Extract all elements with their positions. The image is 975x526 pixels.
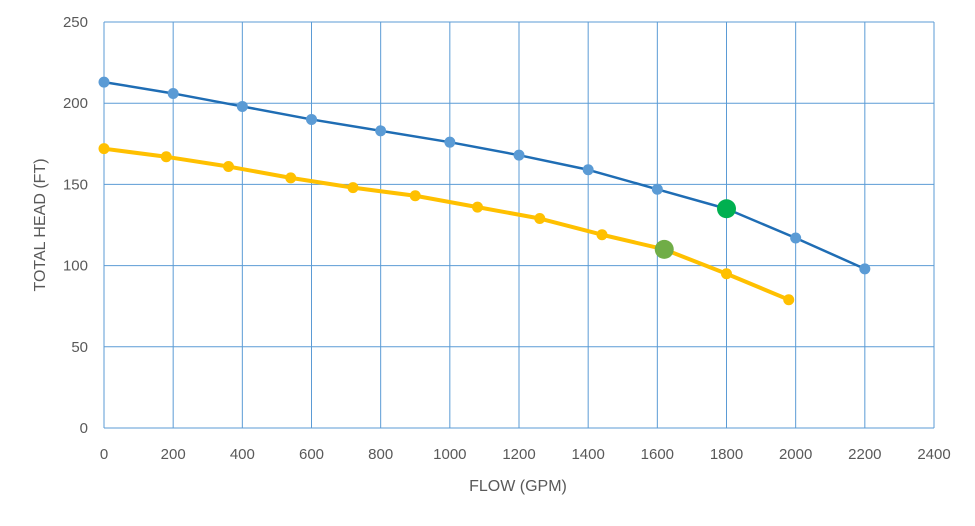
y-tick-label: 50 (71, 339, 88, 356)
data-point (582, 164, 594, 176)
data-point (596, 229, 608, 241)
highlight-point (654, 239, 674, 259)
x-tick-label: 0 (100, 446, 108, 463)
y-axis-label: TOTAL HEAD (FT) (32, 158, 49, 291)
grid-layer (103, 21, 935, 429)
data-point (513, 149, 525, 161)
y-tick-label: 150 (63, 176, 88, 193)
x-tick-label: 1200 (502, 446, 535, 463)
highlight-point (717, 199, 736, 219)
data-point (167, 87, 179, 99)
data-point (160, 151, 172, 163)
data-point (375, 125, 387, 137)
x-tick-label: 1800 (710, 446, 743, 463)
data-point (859, 263, 871, 275)
y-tick-label: 250 (63, 14, 88, 31)
series-line (103, 146, 790, 302)
data-point (534, 213, 546, 225)
data-point (347, 182, 359, 194)
y-tick-label: 200 (63, 95, 88, 112)
x-tick-label: 800 (368, 446, 393, 463)
data-point (651, 183, 663, 195)
x-tick-label: 1600 (641, 446, 674, 463)
x-tick-label: 600 (299, 446, 324, 463)
data-point (409, 190, 421, 202)
tick-layer: 0 200 400 600 800 1000 1200 1400 1600 1800 2000 220… (63, 14, 951, 463)
series-layer (98, 76, 871, 306)
x-axis-label: FLOW (GPM) (469, 478, 567, 495)
x-tick-label: 1000 (433, 446, 466, 463)
data-point (472, 201, 483, 213)
data-point (444, 136, 456, 148)
data-point (285, 172, 297, 184)
data-point (783, 294, 795, 306)
y-tick-label: 100 (63, 258, 88, 275)
x-tick-label: 200 (161, 446, 186, 463)
y-tick-label: 0 (80, 420, 88, 437)
data-point (236, 100, 248, 112)
x-tick-label: 400 (230, 446, 255, 463)
data-point (306, 113, 317, 125)
data-point (98, 143, 110, 155)
data-point (223, 161, 234, 173)
data-point (790, 232, 802, 244)
data-point (98, 76, 110, 88)
x-tick-label: 2400 (917, 446, 950, 463)
x-tick-label: 2000 (779, 446, 812, 463)
data-point (721, 268, 732, 280)
series-line (103, 80, 866, 270)
x-tick-label: 1400 (571, 446, 604, 463)
x-tick-label: 2200 (848, 446, 881, 463)
